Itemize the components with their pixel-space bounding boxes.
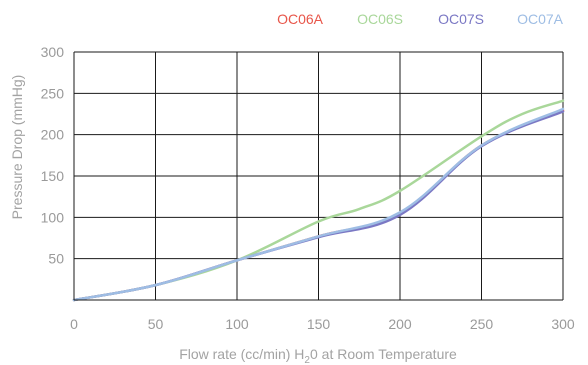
series-lines [72,99,565,302]
grid [74,51,564,300]
axis-frame [73,52,563,301]
x-tick-label-250: 250 [470,316,494,332]
y-tick-label-50: 50 [48,251,64,267]
x-tick-label-50: 50 [148,316,164,332]
legend-entry-oc06a: OC06A [277,11,324,27]
y-tick-label-150: 150 [41,168,65,184]
x-axis-title-suffix: 0 at Room Temperature [310,346,457,362]
series-line-oc07a [72,107,565,302]
y-tick-label-100: 100 [41,209,65,225]
x-axis-title-subscript: 2 [304,355,310,365]
y-tick-label-300: 300 [41,44,65,60]
x-axis-tick-labels: 0 50 100 150 200 250 300 [70,316,575,332]
x-tick-label-0: 0 [70,316,78,332]
legend-entry-oc06s: OC06S [357,11,403,27]
legend: OC06A OC06S OC07S OC07A [277,11,564,27]
x-axis-title-main: Flow rate (cc/min) H [179,346,304,362]
y-tick-label-250: 250 [41,85,65,101]
x-tick-label-150: 150 [307,316,331,332]
legend-entry-oc07a: OC07A [517,11,564,27]
x-tick-label-300: 300 [551,316,575,332]
x-tick-label-100: 100 [225,316,249,332]
x-tick-label-200: 200 [388,316,412,332]
y-axis-tick-labels: 50 100 150 200 250 300 [41,44,65,267]
legend-entry-oc07s: OC07S [438,11,484,27]
x-axis-title: Flow rate (cc/min) H20 at Room Temperatu… [179,346,457,365]
y-axis-title: Pressure Drop (mmHg) [9,75,25,220]
y-tick-label-200: 200 [41,127,65,143]
